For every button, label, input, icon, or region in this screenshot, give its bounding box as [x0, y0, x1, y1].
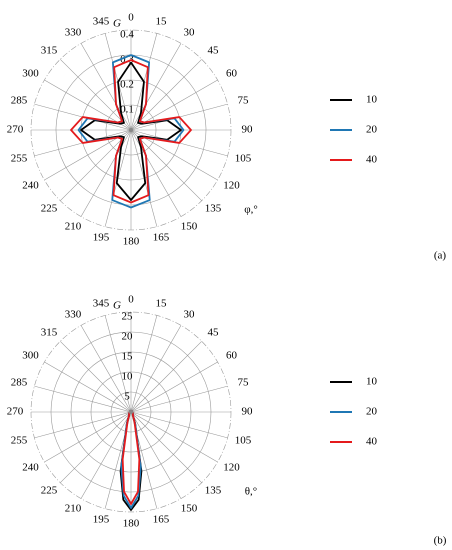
angle-tick-label: 60: [226, 68, 238, 80]
angle-grid-line: [104, 315, 132, 413]
radial-grid-circle: [90, 371, 172, 453]
angle-tick-label: 135: [205, 485, 222, 497]
angle-tick-label: 120: [223, 462, 240, 474]
radial-tick-label: 15: [122, 351, 134, 363]
angle-grid-line: [44, 411, 132, 463]
angle-tick-label: 105: [235, 435, 252, 447]
radial-tick-label: 0.4: [120, 29, 134, 41]
radial-grid-circle: [30, 311, 232, 513]
angle-grid-line: [130, 385, 228, 413]
angle-tick-label: 120: [223, 180, 240, 192]
angle-tick-label: 180: [123, 518, 140, 530]
angle-tick-label: 15: [156, 297, 168, 309]
series-line: [70, 59, 192, 204]
radial-tick-label: 25: [122, 311, 134, 323]
angle-tick-label: 45: [208, 326, 220, 338]
radial-axis-label: G: [113, 18, 121, 30]
angle-tick-label: 240: [22, 180, 39, 192]
radial-grid-circle: [30, 29, 232, 231]
angle-tick-label: 195: [93, 514, 110, 526]
angle-tick-label: 105: [235, 153, 252, 165]
radial-tick-label: 5: [124, 391, 130, 403]
angle-tick-label: 15: [156, 15, 168, 27]
angle-grid-line: [60, 341, 132, 413]
angle-tick-label: 255: [11, 435, 28, 447]
angle-tick-label: 150: [181, 503, 198, 515]
angle-tick-label: 210: [65, 503, 82, 515]
angle-tick-label: 300: [22, 68, 39, 80]
angle-tick-label: 330: [65, 309, 82, 321]
radial-tick-label: 0.2: [120, 79, 134, 91]
angle-tick-label: 255: [11, 153, 28, 165]
angle-tick-label: 75: [238, 95, 250, 107]
radial-axis-label: G: [113, 300, 121, 312]
angle-grid-line: [34, 385, 132, 413]
legend-label: 10: [366, 376, 378, 388]
angle-tick-label: 165: [153, 232, 170, 244]
angle-tick-label: 165: [153, 514, 170, 526]
angle-grid-line: [80, 411, 132, 499]
angle-tick-label: 345: [93, 297, 110, 309]
radial-tick-label: 0.1: [120, 104, 134, 116]
panel-label: (b): [434, 535, 447, 547]
angle-tick-label: 0: [128, 12, 134, 24]
angle-tick-label: 225: [41, 203, 58, 215]
angle-tick-label: 225: [41, 485, 58, 497]
legend-label: 20: [366, 124, 378, 136]
angle-grid-line: [130, 315, 158, 413]
angle-tick-label: 210: [65, 221, 82, 233]
angle-tick-label: 45: [208, 44, 220, 56]
angle-grid-line: [130, 325, 182, 413]
angle-tick-label: 315: [41, 326, 58, 338]
angle-axis-label: φ,°: [244, 204, 258, 216]
angle-grid-line: [130, 411, 228, 439]
angle-tick-label: 300: [22, 350, 39, 362]
legend-label: 40: [366, 436, 378, 448]
radial-grid-circle: [105, 104, 157, 156]
panel-label: (a): [434, 250, 447, 262]
angle-tick-label: 90: [242, 124, 254, 136]
angle-tick-label: 150: [181, 221, 198, 233]
angle-grid-line: [130, 341, 202, 413]
angle-grid-line: [60, 411, 132, 483]
radial-grid-circle: [70, 351, 192, 473]
angle-grid-line: [130, 411, 218, 463]
center-dot: [129, 128, 133, 132]
angle-tick-label: 285: [11, 377, 28, 389]
center-dot: [129, 410, 133, 414]
angle-tick-label: 30: [184, 309, 196, 321]
angle-tick-label: 315: [41, 44, 58, 56]
angle-tick-label: 180: [123, 236, 140, 248]
legend-label: 10: [366, 94, 378, 106]
angle-tick-label: 285: [11, 95, 28, 107]
angle-tick-label: 270: [7, 406, 24, 418]
angle-tick-label: 330: [65, 27, 82, 39]
angle-grid-line: [44, 361, 132, 413]
angle-grid-line: [80, 325, 132, 413]
legend-label: 20: [366, 406, 378, 418]
radial-tick-label: 20: [122, 331, 134, 343]
angle-tick-label: 240: [22, 462, 39, 474]
radial-grid-circle: [110, 391, 152, 433]
angle-tick-label: 30: [184, 27, 196, 39]
series-line: [80, 61, 182, 201]
angle-tick-label: 75: [238, 377, 250, 389]
angle-grid-line: [130, 411, 202, 483]
radial-tick-label: 10: [122, 371, 134, 383]
angle-grid-line: [34, 411, 132, 439]
angle-grid-line: [130, 361, 218, 413]
angle-tick-label: 135: [205, 203, 222, 215]
angle-axis-label: θ,°: [245, 486, 257, 498]
legend-label: 40: [366, 154, 378, 166]
angle-tick-label: 345: [93, 15, 110, 27]
angle-tick-label: 270: [7, 124, 24, 136]
angle-tick-label: 90: [242, 406, 254, 418]
angle-tick-label: 60: [226, 350, 238, 362]
angle-tick-label: 195: [93, 232, 110, 244]
radial-grid-circle: [50, 331, 212, 493]
angle-tick-label: 0: [128, 294, 134, 306]
angle-grid-line: [130, 411, 182, 499]
